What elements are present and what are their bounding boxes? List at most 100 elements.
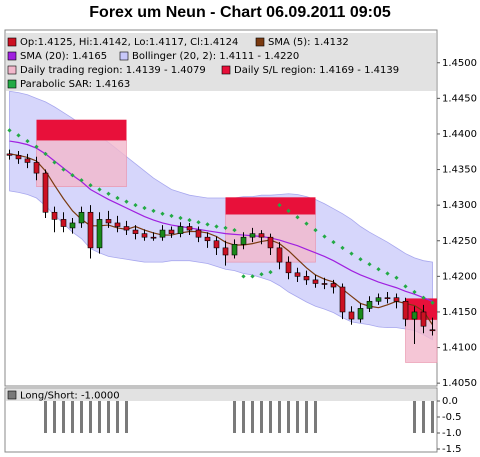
candle-body — [357, 308, 364, 320]
bar — [89, 401, 92, 433]
candle-body — [411, 311, 418, 320]
candle-body — [393, 297, 400, 302]
candle-body — [96, 219, 103, 249]
candle-body — [375, 297, 382, 302]
trading-region — [405, 319, 438, 363]
bar — [287, 401, 290, 433]
candle-body — [249, 233, 256, 238]
candle-body — [276, 247, 283, 263]
sar-dot — [160, 211, 165, 216]
candle-body — [141, 233, 148, 238]
candle-body — [69, 222, 76, 229]
sar-dot — [349, 251, 354, 256]
sar-dot — [268, 269, 273, 275]
candle-body — [348, 311, 355, 320]
y-tick-label: 0.0 — [442, 396, 458, 407]
sar-dot — [205, 222, 210, 227]
bar — [107, 401, 110, 433]
legend-box — [6, 33, 436, 91]
sar-dot — [385, 271, 390, 276]
legend-swatch — [7, 51, 17, 61]
sar-dot — [304, 221, 309, 226]
sar-dot — [115, 195, 120, 201]
candle-body — [114, 222, 121, 227]
sar-dot — [277, 203, 282, 208]
candle-body — [186, 226, 193, 231]
candle-body — [105, 219, 112, 224]
candle-body — [285, 261, 292, 274]
y-tick-label: 1.4100 — [442, 343, 477, 354]
sar-dot — [250, 274, 255, 279]
legend-swatch — [7, 79, 17, 89]
bar — [242, 401, 245, 433]
y-tick-label: -0.5 — [442, 412, 462, 423]
y-tick-label: -1.5 — [442, 444, 462, 455]
sar-dot — [241, 274, 246, 279]
legend-label: Daily S/L region: 1.4169 - 1.4139 — [234, 65, 399, 76]
legend-label: SMA (20): 1.4165 — [20, 51, 107, 62]
bar — [296, 401, 299, 433]
candle-body — [24, 158, 31, 163]
sar-dot — [16, 133, 21, 138]
candle-body — [168, 229, 175, 234]
bar — [413, 401, 416, 433]
y-tick-label: 1.4050 — [442, 378, 477, 389]
candle-body — [303, 276, 310, 281]
bar — [62, 401, 65, 433]
stop-loss-region — [36, 119, 127, 141]
sar-dot — [178, 215, 183, 221]
legend-label: Bollinger (20, 2): 1.4111 - 1.4220 — [132, 51, 299, 62]
y-tick-label: 1.4200 — [442, 271, 477, 282]
legend-swatch — [7, 37, 17, 47]
legend-label: Daily trading region: 1.4139 - 1.4079 — [20, 65, 206, 76]
candle-body — [258, 233, 265, 238]
candle-body — [60, 219, 67, 227]
sar-dot — [70, 173, 75, 178]
candle-body — [15, 155, 22, 160]
bar — [314, 401, 317, 433]
candle-body — [312, 279, 319, 284]
candle-body — [6, 153, 13, 156]
sar-dot — [61, 167, 66, 172]
sar-dot — [376, 267, 381, 272]
bar — [71, 401, 74, 433]
sar-dot — [286, 208, 291, 213]
bar — [269, 401, 272, 433]
chart-title: Forex um Neun - Chart 06.09.2011 09:05 — [89, 4, 391, 21]
candle-body — [51, 211, 58, 220]
candle-body — [384, 297, 391, 300]
sar-dot — [169, 213, 174, 218]
y-tick-label: 1.4250 — [442, 236, 477, 247]
sar-dot — [97, 187, 102, 192]
sar-dot — [367, 262, 372, 267]
bar — [422, 401, 425, 433]
bar — [125, 401, 128, 433]
sar-dot — [151, 208, 156, 213]
sar-dot — [313, 227, 318, 233]
legend-swatch — [7, 65, 17, 75]
legend-label: Op:1.4125, Hi:1.4142, Lo:1.4117, Cl:1.41… — [20, 37, 238, 48]
candle-body — [339, 286, 346, 313]
y-tick-label: -1.0 — [442, 428, 462, 439]
sar-dot — [223, 225, 228, 231]
sar-dot — [106, 191, 111, 196]
candle-body — [177, 226, 184, 234]
stop-loss-region — [225, 197, 316, 215]
candle-body — [78, 211, 85, 224]
candle-body — [123, 226, 130, 231]
sar-dot — [412, 289, 417, 295]
bar — [251, 401, 254, 433]
sar-dot — [7, 128, 12, 133]
candle-body — [420, 311, 427, 327]
bar — [80, 401, 83, 433]
candle-body — [267, 236, 274, 249]
candle-body — [231, 244, 238, 256]
candle-body — [204, 236, 211, 242]
sar-dot — [142, 205, 147, 211]
sar-dot — [88, 183, 93, 188]
sar-dot — [358, 257, 363, 262]
y-tick-label: 1.4300 — [442, 200, 477, 211]
candle-body — [402, 300, 409, 320]
